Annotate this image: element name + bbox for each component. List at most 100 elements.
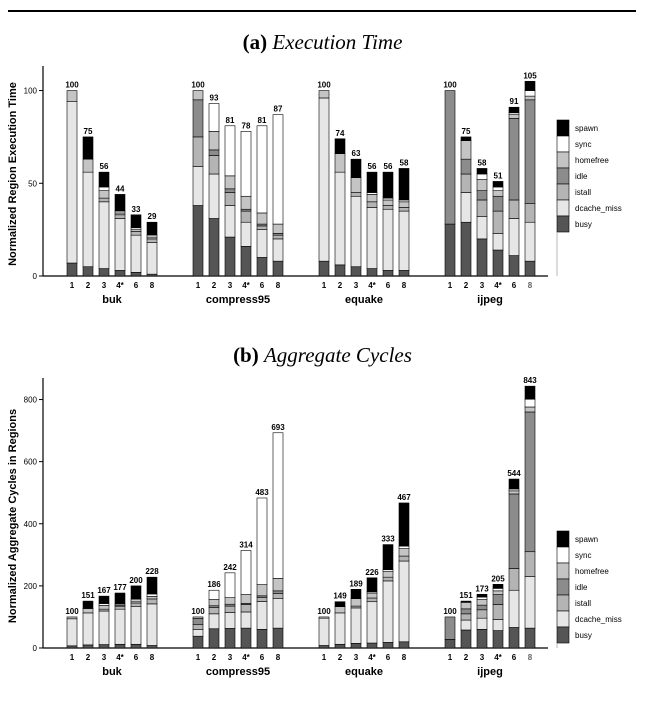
bar-segment-busy xyxy=(382,270,394,277)
bar-segment-homefree xyxy=(224,597,236,605)
bar-segment-istall xyxy=(256,225,268,230)
bar-segment-idle xyxy=(524,99,536,204)
bar-segment-istall xyxy=(192,624,204,630)
bar-segment-busy xyxy=(208,628,220,649)
bar-segment-dcache-miss xyxy=(66,101,78,264)
bar-segment-istall xyxy=(224,192,236,206)
bar-value-label: 91 xyxy=(510,97,519,106)
bar-segment-idle xyxy=(492,195,504,212)
bar-segment-spawn xyxy=(98,171,110,188)
bar-segment-spawn xyxy=(524,385,536,400)
bar-value-label: 177 xyxy=(113,583,127,592)
bar-segment-busy xyxy=(460,221,472,277)
bar-segment-homefree xyxy=(272,223,284,234)
bar-segment-spawn xyxy=(366,171,378,193)
panel-b-label: (b) xyxy=(233,343,259,367)
bar-segment-idle xyxy=(272,590,284,594)
bar-segment-sync xyxy=(524,90,536,97)
bar-value-label: 200 xyxy=(129,576,143,585)
bar-value-label: 87 xyxy=(274,105,283,114)
bar-segment-homefree xyxy=(350,598,362,607)
bar-segment-homefree xyxy=(350,177,362,193)
bar-segment-busy xyxy=(334,264,346,277)
bar-value-label: 189 xyxy=(349,579,363,588)
x-tick-label: 3 xyxy=(102,653,107,662)
bar-segment-spawn xyxy=(130,585,142,600)
bar-segment-idle xyxy=(460,158,472,175)
x-tick-label: 8 xyxy=(150,653,155,662)
bar-segment-busy xyxy=(366,642,378,649)
bar-segment-busy xyxy=(508,255,520,277)
legend-swatch-homefree xyxy=(556,151,570,169)
bar-segment-istall xyxy=(192,136,204,167)
bar-segment-homefree xyxy=(82,608,94,614)
bar-value-label: 100 xyxy=(65,607,79,616)
legend-label: busy xyxy=(575,631,592,640)
x-tick-label: 4* xyxy=(368,281,376,290)
x-tick-label: 2 xyxy=(464,653,469,662)
x-tick-label: 4* xyxy=(368,653,376,662)
bar-value-label: 100 xyxy=(443,607,457,616)
bar-segment-istall xyxy=(350,192,362,197)
legend-swatch-busy xyxy=(556,215,570,233)
panel-a-title-text: Execution Time xyxy=(272,30,403,54)
bar-segment-dcache-miss xyxy=(130,234,142,273)
group-label: ijpeg xyxy=(477,666,503,678)
legend-swatch-homefree xyxy=(556,562,570,580)
x-tick-label: 8 xyxy=(150,281,155,290)
bar-segment-busy xyxy=(366,268,378,277)
bar-segment-busy xyxy=(130,271,142,277)
y-tick-label: 600 xyxy=(24,458,38,467)
x-tick-label: 2 xyxy=(464,281,469,290)
bar-segment-dcache-miss xyxy=(208,173,220,219)
bar-segment-dcache-miss xyxy=(350,195,362,268)
legend-swatch-istall xyxy=(556,594,570,612)
bar-segment-idle xyxy=(476,604,488,611)
bar-segment-dcache-miss xyxy=(334,171,346,266)
x-tick-label: 2 xyxy=(212,653,217,662)
x-tick-label: 1 xyxy=(448,653,453,662)
bar-segment-homefree xyxy=(272,578,284,592)
legend-label: spawn xyxy=(575,535,598,544)
bar-segment-homefree xyxy=(334,606,346,614)
x-tick-label: 6 xyxy=(260,653,265,662)
bar-segment-spawn xyxy=(82,600,94,609)
aggregate-cycles-chart: 0 200 400 600 800 Normalized Aggregate Cycles… xyxy=(7,376,622,678)
bar-segment-busy xyxy=(82,644,94,649)
x-tick-label: 6 xyxy=(386,653,391,662)
bar-segment-idle xyxy=(508,493,520,569)
bar-value-label: 81 xyxy=(226,116,235,125)
bar-segment-istall xyxy=(524,203,536,223)
bar-segment-sync xyxy=(398,545,410,549)
y-tick-label: 100 xyxy=(24,87,38,96)
y-tick-label: 200 xyxy=(24,582,38,591)
legend-label: homefree xyxy=(575,567,609,576)
bar-segment-spawn xyxy=(82,136,94,160)
bar-segment-busy xyxy=(192,205,204,277)
group-label: equake xyxy=(345,666,383,678)
bar-segment-istall xyxy=(98,197,110,203)
bar-value-label: 693 xyxy=(271,423,285,432)
bar-segment-dcache-miss xyxy=(256,229,268,258)
bar-segment-dcache-miss xyxy=(350,607,362,644)
bar-segment-dcache-miss xyxy=(476,617,488,630)
legend-label: busy xyxy=(575,220,592,229)
bar-segment-dcache-miss xyxy=(240,611,252,629)
x-tick-label: 3 xyxy=(480,653,485,662)
group-label: compress95 xyxy=(206,294,270,306)
x-tick-label: 3 xyxy=(228,653,233,662)
bar-segment-istall xyxy=(114,606,126,610)
bar-segment-spawn xyxy=(382,544,394,571)
bar-segment-busy xyxy=(350,266,362,277)
bar-segment-dcache-miss xyxy=(272,238,284,262)
group-label: compress95 xyxy=(206,666,270,678)
bar-segment-spawn xyxy=(508,106,520,114)
x-tick-label: 6 xyxy=(260,281,265,290)
x-tick-label: 4* xyxy=(242,653,250,662)
x-tick-label: 3 xyxy=(228,281,233,290)
bar-segment-spawn xyxy=(130,214,142,229)
bar-segment-istall xyxy=(256,597,268,602)
bar-segment-idle xyxy=(224,188,236,193)
bar-segment-homefree xyxy=(382,571,394,578)
x-tick-label: 4* xyxy=(494,653,502,662)
